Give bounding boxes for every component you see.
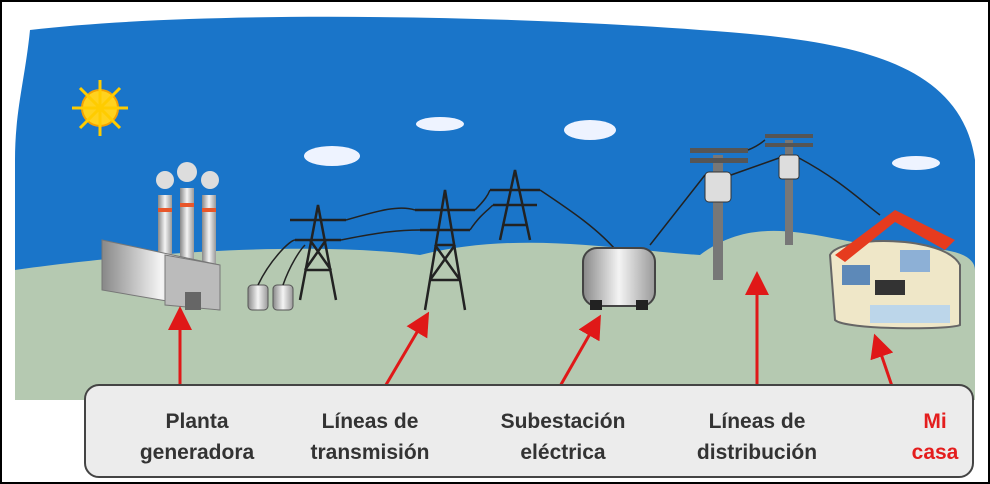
ground: [15, 230, 975, 400]
label: Líneas de: [322, 410, 419, 433]
label: distribución: [697, 441, 817, 464]
label: transmisión: [310, 441, 429, 464]
clouds: [304, 117, 940, 170]
house: [828, 210, 961, 330]
power-plant: [101, 162, 221, 311]
sky: [15, 16, 975, 300]
label: Mi: [923, 410, 946, 433]
sun: [72, 80, 128, 136]
distribution-poles: [649, 134, 881, 280]
transmission-towers: [290, 169, 540, 311]
transformers: [247, 284, 294, 311]
label: casa: [912, 441, 959, 464]
label: Líneas de: [709, 410, 806, 433]
label-box: [84, 384, 974, 478]
label: generadora: [140, 441, 255, 464]
substation: [582, 247, 656, 310]
label: Planta: [165, 410, 228, 433]
label: Subestación: [501, 410, 626, 433]
label: eléctrica: [520, 441, 606, 464]
